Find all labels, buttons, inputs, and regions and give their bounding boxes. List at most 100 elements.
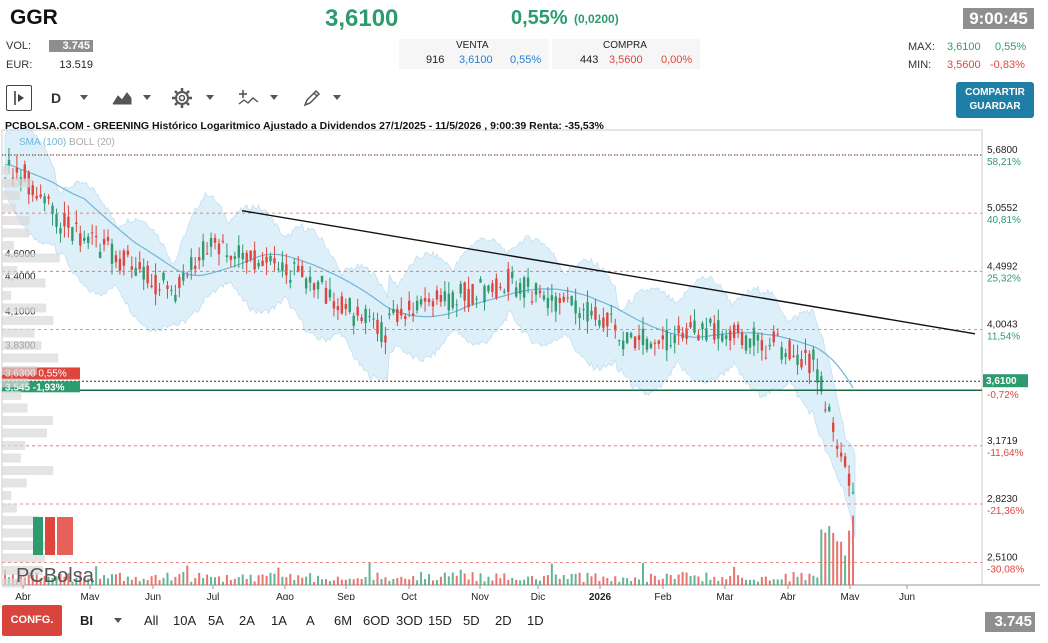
candle-body bbox=[245, 252, 248, 263]
indicators-button[interactable] bbox=[236, 86, 260, 110]
vol-value: 3.745 bbox=[49, 40, 93, 52]
volume-bar bbox=[491, 580, 494, 585]
volume-bar bbox=[756, 581, 759, 585]
volume-profile-bar bbox=[2, 228, 29, 238]
candle-body bbox=[701, 323, 704, 330]
volume-bar bbox=[729, 576, 732, 585]
candle-body bbox=[645, 338, 649, 350]
period-button-6m[interactable]: 6M bbox=[334, 613, 353, 628]
candle-body bbox=[637, 335, 641, 340]
volume-bar bbox=[309, 573, 312, 585]
volume-bar bbox=[416, 580, 419, 585]
volume-bar bbox=[483, 581, 486, 585]
candle-body bbox=[780, 347, 783, 360]
axis-price-label: 4,4992 bbox=[987, 261, 1018, 272]
period-button-15d[interactable]: 15D bbox=[428, 613, 452, 628]
period-button-1d[interactable]: 1D bbox=[527, 613, 544, 628]
volume-bar bbox=[828, 526, 831, 585]
chevron-down-icon[interactable] bbox=[143, 95, 151, 100]
period-button-5d[interactable]: 5D bbox=[463, 613, 480, 628]
volume-bar bbox=[590, 576, 593, 585]
volume-bar bbox=[594, 573, 597, 585]
candle-body bbox=[736, 324, 740, 333]
volume-bar bbox=[574, 573, 577, 585]
volume-profile-bar bbox=[2, 553, 45, 563]
candle-body bbox=[281, 262, 284, 272]
drawing-tools-button[interactable] bbox=[300, 86, 324, 110]
volume-bar bbox=[154, 574, 157, 585]
volume-bar bbox=[297, 575, 300, 585]
period-select[interactable]: D bbox=[50, 90, 62, 106]
chevron-down-icon[interactable] bbox=[114, 618, 122, 623]
volume-bar bbox=[602, 576, 605, 585]
volume-bar bbox=[237, 577, 240, 585]
candle-body bbox=[110, 243, 114, 264]
config-button[interactable]: CONFG. bbox=[2, 605, 62, 636]
x-tick-label: Dic bbox=[531, 592, 545, 600]
volume-bar bbox=[99, 578, 102, 585]
candle-body bbox=[463, 282, 466, 301]
candle-body bbox=[150, 285, 153, 288]
chevron-down-icon[interactable] bbox=[206, 95, 214, 100]
volume-profile-bar bbox=[2, 353, 59, 363]
candle-body bbox=[118, 258, 122, 271]
candle-body bbox=[178, 276, 181, 288]
volume-bar bbox=[122, 581, 125, 585]
period-button-3od[interactable]: 3OD bbox=[396, 613, 423, 628]
period-button-1a[interactable]: 1A bbox=[271, 613, 287, 628]
settings-button[interactable] bbox=[170, 86, 194, 110]
volume-bar bbox=[499, 578, 502, 585]
candle-body bbox=[511, 272, 514, 279]
candle-body bbox=[162, 272, 165, 281]
candle-body bbox=[677, 325, 680, 334]
candle-body bbox=[400, 308, 403, 316]
chart-type-button[interactable] bbox=[110, 86, 134, 110]
period-button-a[interactable]: A bbox=[306, 613, 315, 628]
volume-bar bbox=[321, 579, 324, 585]
candle-body bbox=[713, 323, 716, 340]
panel-toggle-icon bbox=[14, 91, 24, 105]
period-button-5a[interactable]: 5A bbox=[208, 613, 224, 628]
candle-body bbox=[812, 349, 815, 360]
period-button-2a[interactable]: 2A bbox=[239, 613, 255, 628]
candle-body bbox=[752, 327, 756, 346]
candle-body bbox=[336, 306, 340, 311]
share-label: COMPARTIR bbox=[965, 87, 1025, 98]
volume-profile-bar bbox=[2, 178, 32, 188]
candle-body bbox=[835, 445, 839, 449]
toggle-panel-button[interactable] bbox=[6, 85, 32, 111]
volume-bar bbox=[142, 578, 145, 585]
period-button-6od[interactable]: 6OD bbox=[363, 613, 390, 628]
candle-body bbox=[534, 283, 538, 295]
period-button-2d[interactable]: 2D bbox=[495, 613, 512, 628]
candle-body bbox=[641, 328, 645, 346]
last-price-tag: 3,6100 bbox=[986, 376, 1017, 387]
last-price-pct: -0,72% bbox=[987, 390, 1019, 401]
share-save-button[interactable]: COMPARTIR GUARDAR bbox=[956, 82, 1034, 118]
volume-bar bbox=[59, 574, 62, 585]
candle-body bbox=[213, 237, 217, 243]
chevron-down-icon[interactable] bbox=[270, 95, 278, 100]
volume-bar bbox=[261, 574, 264, 585]
volume-bar bbox=[467, 579, 470, 585]
period-button-10a[interactable]: 10A bbox=[173, 613, 197, 628]
eur-value: 13.519 bbox=[59, 59, 93, 71]
candle-body bbox=[415, 300, 419, 311]
volume-bar bbox=[562, 575, 565, 585]
volume-bar bbox=[836, 541, 839, 585]
volume-bar bbox=[511, 577, 514, 585]
candle-body bbox=[265, 256, 268, 263]
compra-qty: 443 bbox=[580, 54, 599, 66]
volume-bar bbox=[475, 581, 478, 585]
volume-bar bbox=[352, 579, 355, 585]
volume-bar bbox=[669, 575, 672, 585]
period-button-all[interactable]: All bbox=[144, 613, 159, 628]
volume-bar bbox=[344, 579, 347, 585]
candle-body bbox=[530, 301, 534, 303]
chart-type-select[interactable]: BI bbox=[80, 613, 93, 628]
chevron-down-icon[interactable] bbox=[80, 95, 88, 100]
volume-bar bbox=[542, 576, 545, 585]
chevron-down-icon[interactable] bbox=[333, 95, 341, 100]
axis-pct-label: 40,81% bbox=[987, 215, 1021, 226]
